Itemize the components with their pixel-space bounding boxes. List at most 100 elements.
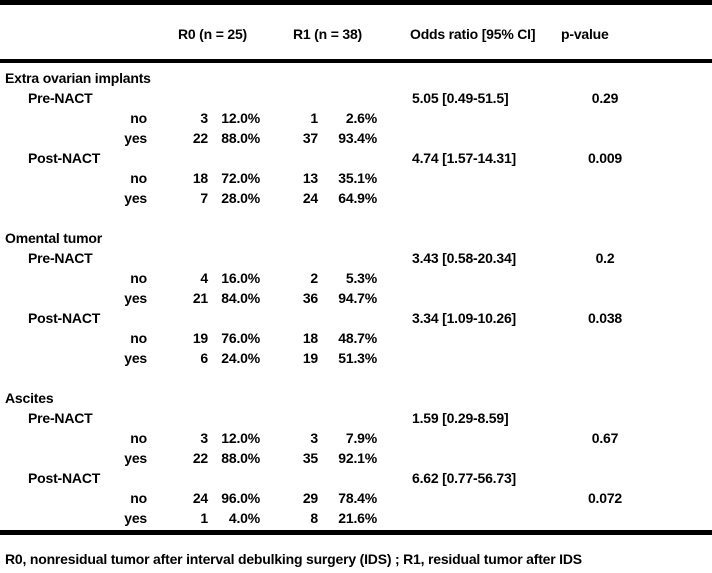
table-row: no 3 12.0% 3 7.9% 0.67 (0, 428, 712, 448)
r1-percent: 21.6% (338, 510, 377, 526)
table-row: no 3 12.0% 1 2.6% (0, 108, 712, 128)
table-row: Post-NACT 4.74 [1.57-14.31] 0.009 (0, 148, 712, 168)
r1-percent: 94.7% (338, 290, 377, 306)
table-row: Pre-NACT 3.43 [0.58-20.34] 0.2 (0, 248, 712, 268)
r1-percent: 51.3% (338, 350, 377, 366)
r0-percent: 88.0% (221, 130, 260, 146)
row-label: no (130, 170, 147, 186)
table-row: yes 1 4.0% 8 21.6% (0, 508, 712, 528)
header-separator-rule (0, 59, 712, 63)
column-header-odds-ratio: Odds ratio [95% CI] (410, 26, 536, 42)
row-label: no (130, 490, 147, 506)
p-value: 0.072 (587, 490, 623, 506)
table-body: Extra ovarian implants Pre-NACT 5.05 [0.… (0, 68, 712, 528)
r0-percent: 96.0% (221, 490, 260, 506)
table-row: Post-NACT 3.34 [1.09-10.26] 0.038 (0, 308, 712, 328)
table-row: no 18 72.0% 13 35.1% (0, 168, 712, 188)
section-extra-ovarian-implants: Extra ovarian implants Pre-NACT 5.05 [0.… (0, 68, 712, 208)
row-label: Post-NACT (28, 310, 101, 326)
row-label: yes (124, 450, 147, 466)
p-value: 0.2 (595, 250, 615, 266)
r0-count: 19 (192, 330, 208, 346)
section-omental-tumor: Omental tumor Pre-NACT 3.43 [0.58-20.34]… (0, 228, 712, 368)
section-title: Extra ovarian implants (5, 70, 151, 86)
odds-ratio-value: 4.74 [1.57-14.31] (412, 150, 517, 166)
odds-ratio-value: 3.34 [1.09-10.26] (412, 310, 517, 326)
row-label: Pre-NACT (28, 90, 93, 106)
r0-percent: 88.0% (221, 450, 260, 466)
table-row: Pre-NACT 5.05 [0.49-51.5] 0.29 (0, 88, 712, 108)
row-label: Post-NACT (28, 150, 101, 166)
r0-percent: 12.0% (221, 110, 260, 126)
r0-count: 21 (192, 290, 208, 306)
row-label: Post-NACT (28, 470, 101, 486)
row-label: Pre-NACT (28, 250, 93, 266)
top-rule (0, 0, 712, 5)
p-value: 0.67 (591, 430, 619, 446)
r1-percent: 93.4% (338, 130, 377, 146)
odds-ratio-value: 3.43 [0.58-20.34] (412, 250, 517, 266)
odds-ratio-value: 6.62 [0.77-56.73] (412, 470, 517, 486)
r1-count: 13 (302, 170, 318, 186)
table-row: yes 22 88.0% 35 92.1% (0, 448, 712, 468)
r0-count: 1 (200, 510, 208, 526)
r1-count: 36 (302, 290, 318, 306)
table-row: no 19 76.0% 18 48.7% (0, 328, 712, 348)
row-label: yes (124, 510, 147, 526)
r1-count: 37 (302, 130, 318, 146)
r1-percent: 2.6% (345, 110, 377, 126)
r1-count: 24 (302, 190, 318, 206)
row-label: yes (124, 190, 147, 206)
row-label: no (130, 430, 147, 446)
table-row: yes 7 28.0% 24 64.9% (0, 188, 712, 208)
table-row: yes 21 84.0% 36 94.7% (0, 288, 712, 308)
r0-percent: 4.0% (228, 510, 260, 526)
p-value: 0.038 (587, 310, 623, 326)
section-title: Ascites (5, 390, 54, 406)
r0-count: 22 (192, 130, 208, 146)
r1-percent: 92.1% (338, 450, 377, 466)
r1-percent: 5.3% (345, 270, 377, 286)
r1-count: 2 (310, 270, 318, 286)
bottom-rule (0, 530, 712, 535)
r0-percent: 24.0% (221, 350, 260, 366)
r1-count: 8 (310, 510, 318, 526)
r0-count: 6 (200, 350, 208, 366)
r1-percent: 78.4% (338, 490, 377, 506)
table-footnote: R0, nonresidual tumor after interval deb… (5, 551, 582, 567)
table-row: Pre-NACT 1.59 [0.29-8.59] (0, 408, 712, 428)
row-label: yes (124, 290, 147, 306)
column-header-r0: R0 (n = 25) (178, 26, 247, 42)
row-label: no (130, 330, 147, 346)
r0-count: 3 (200, 110, 208, 126)
r1-count: 35 (302, 450, 318, 466)
r1-percent: 48.7% (338, 330, 377, 346)
table-row: Post-NACT 6.62 [0.77-56.73] (0, 468, 712, 488)
column-header-r1: R1 (n = 38) (293, 26, 362, 42)
r1-count: 3 (310, 430, 318, 446)
table-row: yes 22 88.0% 37 93.4% (0, 128, 712, 148)
odds-ratio-value: 1.59 [0.29-8.59] (412, 410, 509, 426)
p-value: 0.29 (591, 90, 619, 106)
row-label: no (130, 270, 147, 286)
r1-count: 1 (310, 110, 318, 126)
odds-ratio-value: 5.05 [0.49-51.5] (412, 90, 509, 106)
table-row: no 4 16.0% 2 5.3% (0, 268, 712, 288)
column-header-p-value: p-value (561, 26, 609, 42)
r1-count: 29 (302, 490, 318, 506)
r0-percent: 76.0% (221, 330, 260, 346)
r0-count: 22 (192, 450, 208, 466)
r1-count: 19 (302, 350, 318, 366)
r0-percent: 16.0% (221, 270, 260, 286)
table-row: no 24 96.0% 29 78.4% 0.072 (0, 488, 712, 508)
header-row: R0 (n = 25) R1 (n = 38) Odds ratio [95% … (0, 0, 712, 59)
r1-percent: 7.9% (345, 430, 377, 446)
r0-percent: 72.0% (221, 170, 260, 186)
section-ascites: Ascites Pre-NACT 1.59 [0.29-8.59] no 3 1… (0, 388, 712, 528)
table-row: yes 6 24.0% 19 51.3% (0, 348, 712, 368)
r1-percent: 64.9% (338, 190, 377, 206)
row-label: yes (124, 350, 147, 366)
r0-count: 24 (192, 490, 208, 506)
r0-count: 3 (200, 430, 208, 446)
row-label: no (130, 110, 147, 126)
